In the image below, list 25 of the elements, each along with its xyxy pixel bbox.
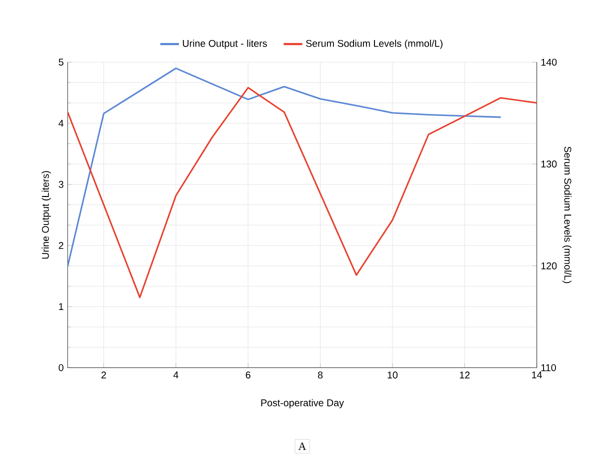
x-tick-label: 6 xyxy=(246,372,250,378)
y2-tick-label: 110 xyxy=(541,364,556,372)
y2-axis-title: Serum Sodium Levels (mmol/L) xyxy=(562,146,572,284)
x-tick-label: 10 xyxy=(388,372,398,378)
y-tick-label: 5 xyxy=(58,58,64,66)
y2-tick-label: 120 xyxy=(541,262,557,270)
y2-tick-label: 140 xyxy=(541,58,557,66)
text: A xyxy=(298,442,306,450)
x-tick-label: 2 xyxy=(102,372,106,378)
x-tick-label: 14 xyxy=(532,372,542,378)
legend-label: Serum Sodium Levels (mmol/L) xyxy=(306,40,442,49)
y2-tick-label: 130 xyxy=(541,160,557,168)
legend-label: Urine Output - liters xyxy=(182,40,267,49)
line-series xyxy=(68,86,537,298)
y-tick-label: 3 xyxy=(58,180,64,188)
x-axis-title: Post-operative Day xyxy=(261,399,344,408)
y-axis-title: Urine Output (Liters) xyxy=(42,171,51,259)
x-tick-label: 4 xyxy=(173,372,178,378)
y-tick-label: 0 xyxy=(58,364,64,372)
line-series xyxy=(68,68,502,267)
y-tick-label: 2 xyxy=(58,242,64,249)
y-tick-label: 1 xyxy=(59,303,64,310)
x-tick-label: 8 xyxy=(318,372,323,378)
x-tick-label: 12 xyxy=(460,372,470,378)
y-tick-label: 4 xyxy=(58,120,64,127)
